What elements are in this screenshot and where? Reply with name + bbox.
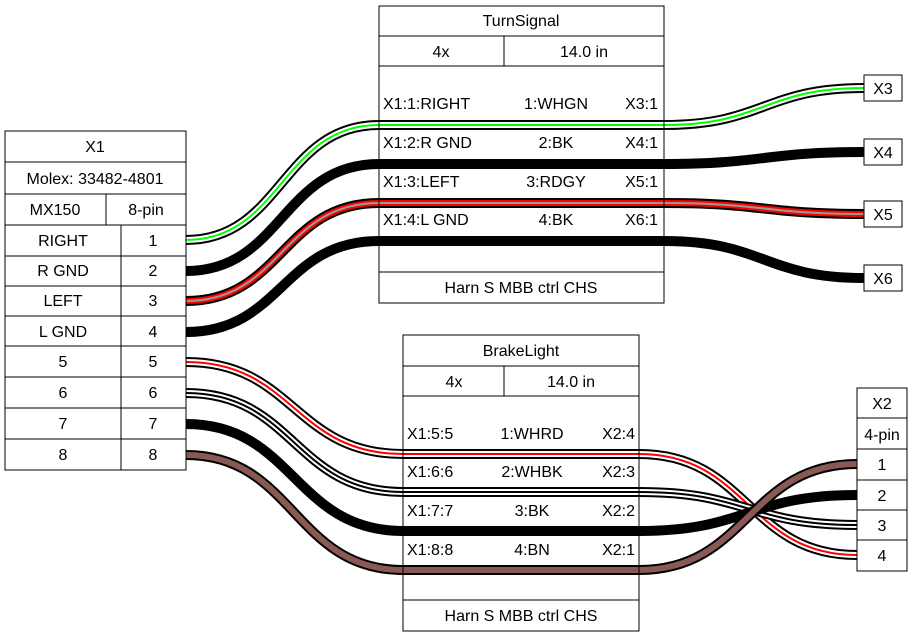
x1-pin-number: 1: [149, 233, 158, 250]
wire-id: 4:BN: [514, 542, 550, 559]
wire-from: X1:3:LEFT: [383, 174, 460, 191]
brakelight-count: 4x: [446, 374, 463, 391]
wires-layer: [185, 83, 865, 575]
x1-pin-label: 7: [59, 416, 68, 433]
wire-to: X3:1: [625, 96, 658, 113]
x1-title: X1: [85, 139, 105, 156]
brakelight-title: BrakeLight: [483, 343, 560, 360]
turnsignal-length: 14.0 in: [560, 44, 608, 61]
x1-pin-label: LEFT: [43, 293, 82, 310]
connector-x1: X1 Molex: 33482-4801 MX150 8-pin RIGHT 1…: [4, 130, 187, 471]
turnsignal-count: 4x: [433, 44, 450, 61]
connector-x2: X2 4-pin 1 2 3 4: [856, 387, 908, 572]
ferrule-x5: X5: [863, 200, 903, 228]
ferrule-x6: X6: [863, 264, 903, 292]
x2-title: X2: [872, 396, 892, 413]
x1-pin-number: 5: [149, 354, 158, 371]
turnsignal-footer: Harn S MBB ctrl CHS: [445, 280, 598, 297]
wire-from: X1:4:L GND: [383, 212, 469, 229]
ferrule-x4: X4: [863, 138, 903, 166]
wire-id: 3:BK: [515, 503, 550, 520]
wire-from: X1:7:7: [407, 503, 453, 520]
wire-from: X1:1:RIGHT: [383, 96, 470, 113]
cable-brakelight: BrakeLight 4x 14.0 in X1:5:5 1:WHRD X2:4…: [402, 334, 640, 632]
x1-pin-label: RIGHT: [38, 233, 88, 250]
wire-to: X2:3: [602, 464, 635, 481]
x1-pin-number: 8: [149, 447, 158, 464]
ferrule-label: X4: [873, 145, 893, 162]
x2-pin-number: 1: [878, 457, 887, 474]
x2-pincount: 4-pin: [864, 427, 900, 444]
x2-pin-number: 2: [878, 488, 887, 505]
x1-pin-label: R GND: [37, 263, 89, 280]
brakelight-length: 14.0 in: [547, 374, 595, 391]
cable-turnsignal: TurnSignal 4x 14.0 in X1:1:RIGHT 1:WHGN …: [378, 5, 665, 304]
wire-from: X1:8:8: [407, 542, 453, 559]
x1-pin-number: 6: [149, 385, 158, 402]
ferrule-label: X5: [873, 207, 893, 224]
x1-pin-number: 7: [149, 416, 158, 433]
x1-pin-label: 6: [59, 385, 68, 402]
x1-pin-label: 8: [59, 447, 68, 464]
wire-id: 2:BK: [539, 135, 574, 152]
x2-pin-number: 4: [878, 548, 887, 565]
wire-to: X6:1: [625, 212, 658, 229]
wire-to: X2:4: [602, 426, 635, 443]
wire-id: 4:BK: [539, 212, 574, 229]
x1-pin-number: 3: [149, 293, 158, 310]
x1-pin-number: 4: [149, 324, 158, 341]
x2-pin-number: 3: [878, 518, 887, 535]
ferrule-label: X6: [873, 271, 893, 288]
wire-id: 1:WHGN: [524, 96, 588, 113]
wire-from: X1:6:6: [407, 464, 453, 481]
x1-pin-label: 5: [59, 354, 68, 371]
ferrule-label: X3: [873, 81, 893, 98]
x1-pincount: 8-pin: [128, 202, 164, 219]
wire-id: 3:RDGY: [526, 174, 586, 191]
x1-pin-number: 2: [149, 263, 158, 280]
wire-5-whrd: [185, 357, 858, 560]
wire-to: X4:1: [625, 135, 658, 152]
wire-id: 1:WHRD: [500, 426, 563, 443]
x1-part-number: Molex: 33482-4801: [27, 171, 164, 188]
ferrule-x3: X3: [863, 74, 903, 102]
x1-series: MX150: [30, 202, 81, 219]
wire-from: X1:2:R GND: [383, 135, 472, 152]
turnsignal-title: TurnSignal: [483, 13, 560, 30]
wire-from: X1:5:5: [407, 426, 453, 443]
x1-pin-label: L GND: [39, 324, 87, 341]
brakelight-footer: Harn S MBB ctrl CHS: [445, 608, 598, 625]
wire-to: X2:1: [602, 542, 635, 559]
wire-id: 2:WHBK: [501, 464, 563, 481]
wire-to: X5:1: [625, 174, 658, 191]
wire-to: X2:2: [602, 503, 635, 520]
